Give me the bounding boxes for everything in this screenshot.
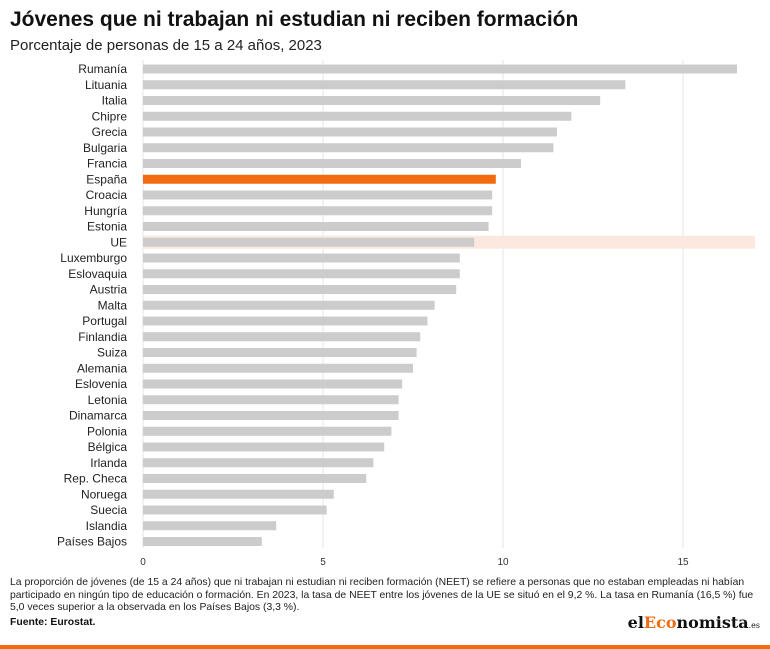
category-label: UE [110, 235, 127, 249]
category-label: Croacia [86, 188, 128, 202]
source-note: Fuente: Eurostat. [10, 617, 96, 628]
category-label: Austria [90, 283, 128, 297]
category-label: Grecia [92, 125, 128, 139]
chart-title: Jóvenes que ni trabajan ni estudian ni r… [10, 8, 579, 31]
category-label: Dinamarca [69, 409, 127, 423]
bar-eslovaquia [143, 269, 460, 279]
category-label: Finlandia [78, 330, 127, 344]
brand-bottom-bar [0, 645, 770, 649]
category-label: Polonia [87, 424, 127, 438]
bar-croacia [143, 190, 493, 200]
category-label: Alemania [77, 361, 127, 375]
category-label: Suiza [97, 346, 127, 360]
bar-austria [143, 285, 457, 294]
x-tick-label: 5 [320, 557, 326, 568]
x-tick-label: 15 [677, 557, 689, 568]
bar-letonia [143, 395, 399, 405]
bar-finlandia [143, 332, 421, 342]
category-label: Eslovenia [75, 377, 127, 391]
category-label: Irlanda [90, 456, 127, 470]
category-label: Italia [102, 94, 128, 108]
bar-irlanda [143, 458, 374, 468]
bar-suecia [143, 505, 327, 515]
category-label: Portugal [82, 314, 127, 328]
category-label: Lituania [85, 78, 127, 92]
category-label: Chipre [92, 109, 128, 123]
footnote: La proporción de jóvenes (de 15 a 24 año… [10, 577, 754, 613]
x-axis-ticks: 0 5 10 15 [140, 557, 689, 568]
category-label: Bélgica [88, 440, 128, 454]
category-label: Países Bajos [57, 535, 127, 549]
bar-rep-checa [143, 474, 367, 483]
bar-grecia [143, 127, 557, 137]
category-label: Suecia [90, 503, 127, 517]
category-label: Noruega [81, 487, 127, 501]
logo-part-nomista: nomista [676, 613, 749, 632]
category-label: Hungría [84, 204, 127, 218]
bar-estonia [143, 222, 489, 231]
bar-dinamarca [143, 411, 399, 420]
bar-ue [143, 237, 475, 247]
bar-españa [143, 174, 496, 184]
bar-eslovenia [143, 379, 403, 389]
bar-luxemburgo [143, 253, 460, 263]
bar-portugal [143, 316, 428, 326]
category-label: Rep. Checa [64, 472, 128, 486]
bar-bélgica [143, 442, 385, 452]
bar-malta [143, 300, 435, 310]
bar-rumanía [143, 64, 737, 74]
bar-hungría [143, 206, 493, 216]
category-label: Islandia [86, 519, 128, 533]
logo-part-tld: .es [748, 621, 760, 630]
category-label: Estonia [87, 220, 127, 234]
logo-part-el: el [627, 613, 644, 632]
bar-francia [143, 159, 521, 168]
x-tick-label: 10 [497, 557, 509, 568]
category-label: España [86, 172, 127, 186]
category-label: Eslovaquia [68, 267, 127, 281]
bar-chipre [143, 111, 572, 121]
bar-noruega [143, 489, 334, 499]
category-label: Francia [87, 157, 127, 171]
category-label: Letonia [88, 393, 128, 407]
bar-polonia [143, 426, 392, 436]
bar-suiza [143, 348, 417, 357]
bar-islandia [143, 521, 277, 531]
chart-subtitle: Porcentaje de personas de 15 a 24 años, … [10, 37, 322, 54]
x-tick-label: 0 [140, 557, 146, 568]
bar-italia [143, 96, 601, 105]
category-label: Rumanía [78, 62, 127, 76]
bar-bulgaria [143, 143, 554, 153]
bars [143, 64, 737, 546]
logo-part-eco: Eco [643, 613, 677, 632]
bar-alemania [143, 363, 413, 373]
eleconomista-logo[interactable]: elEconomista.es [628, 613, 760, 632]
bar-países-bajos [143, 537, 262, 546]
category-label: Luxemburgo [60, 251, 127, 265]
category-label: Bulgaria [83, 141, 127, 155]
category-label: Malta [98, 298, 128, 312]
bar-lituania [143, 80, 626, 90]
